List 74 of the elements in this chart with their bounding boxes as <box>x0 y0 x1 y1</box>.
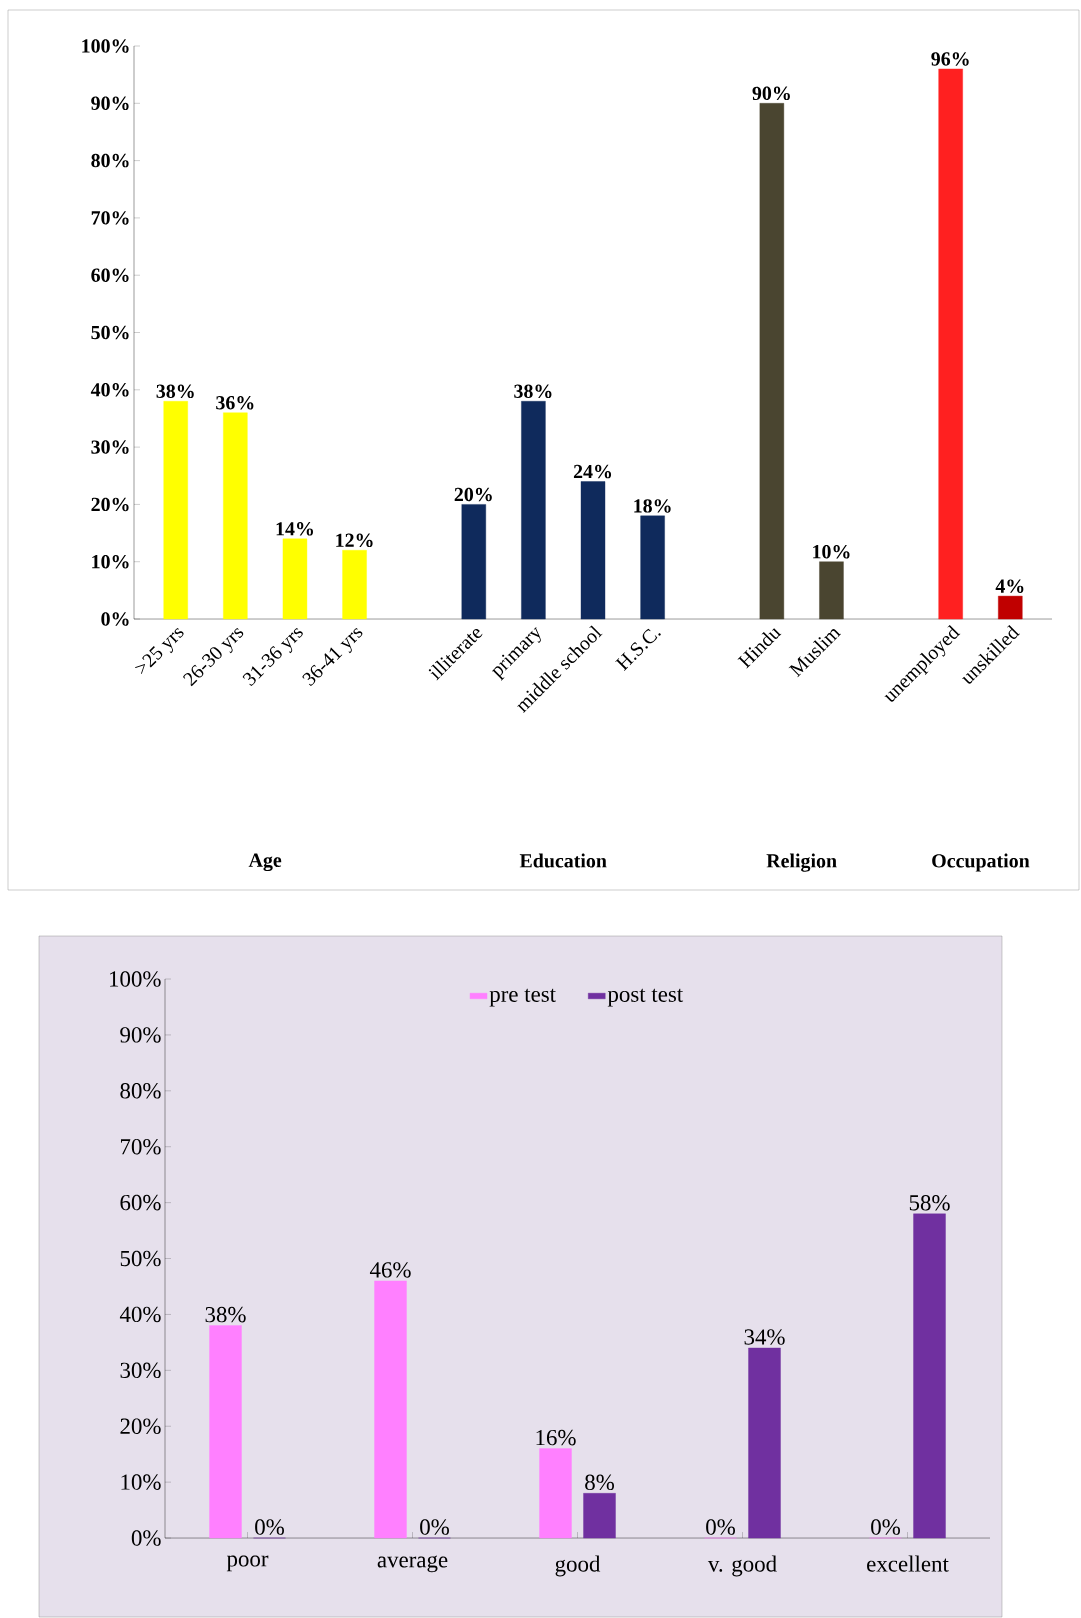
y-tick-label: 40% <box>119 1306 161 1323</box>
y-tick-label: 70% <box>121 1138 161 1155</box>
y-tick-label: 100% <box>110 971 161 987</box>
y-tick-label: 30% <box>120 1362 161 1379</box>
bar <box>374 1280 407 1539</box>
y-tick-label: 50% <box>120 1250 161 1267</box>
bar <box>759 103 785 620</box>
x-tick-label: excellent <box>867 1555 949 1572</box>
y-tick-label: 50% <box>91 325 129 340</box>
x-tick-label: v. good <box>707 1555 777 1577</box>
y-tick-label: 0% <box>131 1530 161 1546</box>
data-label: 20% <box>454 487 492 502</box>
bar <box>640 515 665 620</box>
data-label: 0% <box>871 1519 901 1535</box>
data-label: 0% <box>420 1519 449 1535</box>
data-label: 0% <box>255 1519 284 1535</box>
data-label: 0% <box>706 1519 736 1535</box>
bar <box>913 1213 946 1539</box>
data-label: 58% <box>909 1195 950 1211</box>
bar <box>539 1448 572 1539</box>
data-label: 24% <box>573 464 612 479</box>
bar <box>998 595 1023 620</box>
data-label: 90% <box>752 86 790 101</box>
bar <box>163 401 188 620</box>
y-tick-label: 60% <box>91 268 129 282</box>
y-tick-label: 90% <box>91 96 129 111</box>
data-label: 18% <box>634 499 671 513</box>
bar <box>938 68 963 620</box>
bar <box>819 561 844 620</box>
text: Age <box>248 853 282 872</box>
y-tick-label: 20% <box>120 1418 161 1434</box>
y-tick-label: 90% <box>120 1027 161 1043</box>
data-label: 4% <box>995 579 1024 593</box>
legend-label: post test <box>607 988 684 1007</box>
y-tick-label: 100% <box>82 39 129 53</box>
x-tick-label: poor <box>226 1555 269 1572</box>
y-tick-label: 20% <box>91 497 129 512</box>
y-tick-label: 10% <box>121 1474 161 1490</box>
y-tick-label: 30% <box>91 440 129 454</box>
bar <box>223 412 248 620</box>
x-tick-label: >25 yrs <box>134 627 184 675</box>
bar <box>461 504 486 620</box>
y-tick-label: 70% <box>91 211 129 225</box>
bar <box>583 1493 616 1539</box>
bar <box>521 401 546 620</box>
bar <box>209 1325 242 1539</box>
y-tick-label: 80% <box>91 153 129 168</box>
data-label: 16% <box>536 1429 576 1446</box>
text: Education <box>519 853 607 868</box>
data-label: 14% <box>276 522 313 536</box>
x-tick-label: average <box>377 1555 448 1573</box>
bar <box>342 550 367 620</box>
y-tick-label: 60% <box>120 1194 161 1211</box>
data-label: 34% <box>744 1329 785 1345</box>
data-label: 46% <box>369 1262 411 1278</box>
data-label: 8% <box>585 1474 615 1491</box>
data-label: 38% <box>514 384 552 399</box>
bar <box>282 538 308 620</box>
data-label: 96% <box>931 52 969 66</box>
x-tick-label: good <box>555 1555 601 1577</box>
legend-label: pre test <box>489 988 556 1007</box>
y-tick-label: 10% <box>92 554 129 569</box>
y-tick-label: 80% <box>120 1083 161 1099</box>
data-label: 38% <box>156 384 194 399</box>
text: Occupation <box>932 853 1030 872</box>
bar <box>748 1347 781 1539</box>
data-label: 10% <box>813 545 850 559</box>
text: Religion <box>766 853 837 872</box>
bar <box>580 481 606 620</box>
y-tick-label: 0% <box>101 612 129 626</box>
data-label: 38% <box>205 1306 246 1323</box>
y-tick-label: 40% <box>90 383 129 397</box>
data-label: 36% <box>216 396 254 410</box>
data-label: 12% <box>336 533 373 548</box>
